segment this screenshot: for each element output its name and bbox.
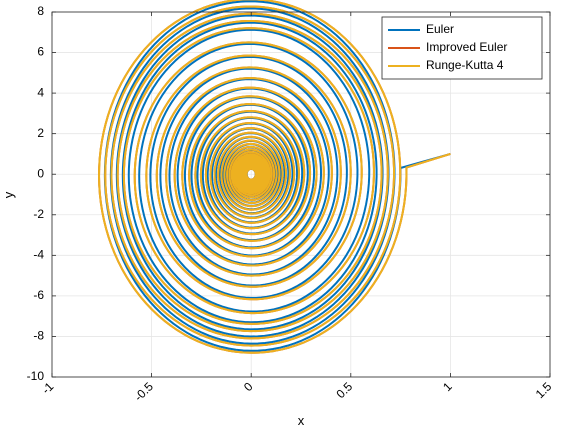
legend-label: Improved Euler: [426, 40, 507, 54]
plot-frame: [51, 11, 551, 378]
legend-label: Runge-Kutta 4: [426, 58, 504, 72]
y-tick-label: -8: [33, 329, 44, 343]
legend: Euler Improved Euler Runge-Kutta 4: [381, 16, 543, 80]
x-tick-label: 1.5: [533, 379, 555, 401]
x-axis-label: x: [298, 413, 305, 428]
y-tick-label: -2: [33, 207, 44, 221]
y-axis-label: y: [1, 191, 16, 198]
y-tick-label: -10: [27, 369, 45, 383]
x-tick-label: 0.5: [333, 379, 355, 401]
series-line: [98, 0, 451, 354]
y-tick-label: 0: [37, 166, 44, 180]
x-tick-label: -0.5: [131, 379, 156, 404]
y-tick-label: 2: [37, 126, 44, 140]
legend-label: Euler: [426, 22, 454, 36]
series-layer: [98, 0, 451, 354]
y-tick-label: 6: [37, 45, 44, 59]
y-tick-label: -6: [33, 288, 44, 302]
x-tick-label: 1: [440, 379, 455, 394]
x-tick-label: 0: [241, 379, 256, 394]
y-tick-label: 8: [37, 4, 44, 18]
y-tick-label: -4: [33, 248, 44, 262]
y-tick-label: 4: [37, 85, 44, 99]
